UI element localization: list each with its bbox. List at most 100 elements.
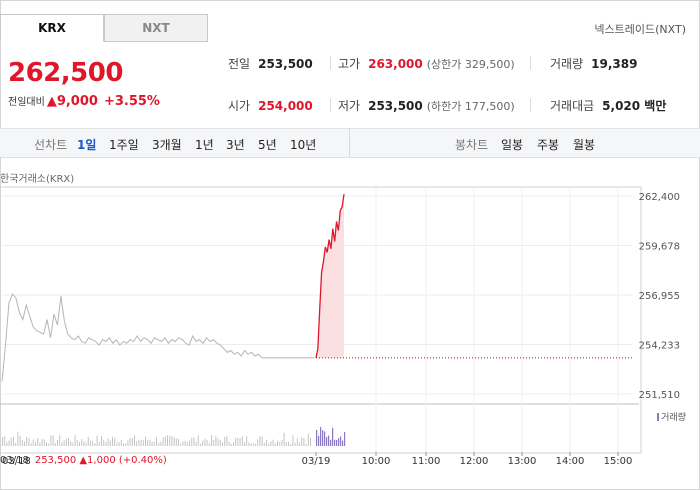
volume-bar [259, 436, 261, 446]
volume-bar [233, 442, 234, 446]
volume-bar [147, 439, 149, 446]
period-5y[interactable]: 5년 [258, 138, 277, 152]
volume-bar [48, 443, 50, 446]
volume-bar [244, 441, 245, 446]
period-1y[interactable]: 1년 [195, 138, 214, 152]
volume-bar [222, 442, 223, 446]
volume-bar [105, 441, 107, 446]
chart-lines [1, 194, 632, 382]
chart-toolbar: 선차트 1일 1주일 3개월 1년 3년 5년 10년 봉차트 일봉 주봉 월봉 [0, 128, 700, 158]
tab-nxt[interactable]: NXT [104, 14, 208, 42]
volume-bar [272, 439, 274, 446]
volume-bar [215, 436, 217, 446]
volume-bar [296, 438, 298, 446]
volume-bar [268, 443, 270, 446]
volume-bar [248, 442, 250, 446]
divider [330, 56, 331, 70]
y-tick-label: 254,233 [639, 340, 680, 351]
volume-bar [70, 441, 72, 446]
volume-bar [138, 440, 140, 446]
volume-bar [30, 443, 32, 446]
chart-border [0, 186, 642, 454]
volume-bar [257, 439, 259, 446]
volume-bar [299, 442, 300, 446]
volume-bar [103, 439, 105, 446]
period-1w[interactable]: 1주일 [109, 138, 139, 152]
volume-bar [184, 440, 186, 446]
prev-day-date: 03/18 [0, 455, 29, 466]
volume-bar [81, 439, 83, 446]
volume-bar [292, 435, 294, 446]
volume-bar [281, 439, 283, 446]
x-tick-label: 11:00 [412, 456, 441, 467]
volume-bar [72, 442, 74, 446]
period-1d[interactable]: 1일 [77, 138, 97, 152]
candle-monthly[interactable]: 월봉 [573, 138, 596, 152]
up-arrow-icon: ▲ [46, 94, 57, 109]
volume-bar [241, 436, 243, 446]
stat-label: 저가 [338, 99, 361, 113]
volume-bar [252, 443, 254, 446]
volume-bar [178, 439, 179, 446]
volume-bar [173, 437, 175, 446]
stat-prev-close: 전일 253,500 [228, 55, 313, 72]
volume-bar [322, 430, 324, 446]
volume-bar [204, 438, 206, 446]
volume-bar [320, 427, 322, 446]
volume-bar [211, 435, 212, 446]
candle-weekly[interactable]: 주봉 [537, 138, 560, 152]
prev-day-price: 253,500 ▲1,000 (+0.40%) [34, 455, 167, 466]
divider [530, 98, 531, 112]
volume-bar [116, 442, 118, 446]
change-percent: +3.55% [103, 94, 160, 109]
today-area-fill [316, 194, 344, 358]
chart-vertical-grid [375, 188, 619, 452]
candle-daily[interactable]: 일봉 [501, 138, 524, 152]
volume-bar [90, 440, 91, 446]
volume-bar [230, 443, 232, 446]
volume-bar [74, 435, 76, 446]
period-3y[interactable]: 3년 [226, 138, 245, 152]
volume-legend: 거래량 [657, 410, 686, 423]
prev-day-footer: 03/18 253,500 ▲1,000 (+0.40%) [0, 455, 167, 466]
volume-bar [167, 435, 168, 446]
chart-grid [0, 186, 642, 454]
volume-bar [83, 441, 85, 446]
stat-open: 시가 254,000 [228, 97, 313, 114]
nextrade-link[interactable]: 넥스트레이드(NXT) [594, 23, 686, 36]
volume-bar [342, 440, 344, 446]
volume-bar [65, 439, 67, 446]
volume-bar [8, 440, 10, 446]
volume-bar [17, 431, 19, 446]
volume-bar [250, 443, 252, 446]
volume-bar [206, 440, 208, 446]
volume-bar [109, 440, 111, 446]
prev-day-line [1, 293, 314, 382]
volume-bar [61, 442, 63, 446]
volume-bar [279, 441, 281, 446]
period-3m[interactable]: 3개월 [152, 138, 182, 152]
stat-value: 5,020 백만 [602, 99, 667, 113]
volume-bar [270, 441, 272, 446]
volume-bar [324, 431, 326, 446]
volume-bar [151, 441, 153, 446]
volume-bar [68, 438, 69, 446]
volume-bar [15, 442, 17, 446]
volume-bar [112, 437, 113, 446]
volume-bar [217, 438, 219, 446]
volume-bar [6, 442, 8, 446]
volume-bar [127, 440, 129, 446]
period-10y[interactable]: 10년 [290, 138, 317, 152]
volume-bar [19, 435, 21, 446]
x-tick-label: 03/19 [302, 456, 331, 467]
tab-krx[interactable]: KRX [0, 14, 104, 42]
volume-bar [219, 439, 221, 446]
volume-bar [156, 437, 157, 446]
volume-bar [330, 439, 332, 446]
volume-bar [202, 440, 204, 446]
stat-sub: (상한가 329,500) [426, 58, 515, 71]
volume-bar [24, 441, 25, 446]
volume-bar [224, 436, 226, 446]
volume-bar [316, 429, 318, 446]
volume-bar [129, 437, 131, 446]
